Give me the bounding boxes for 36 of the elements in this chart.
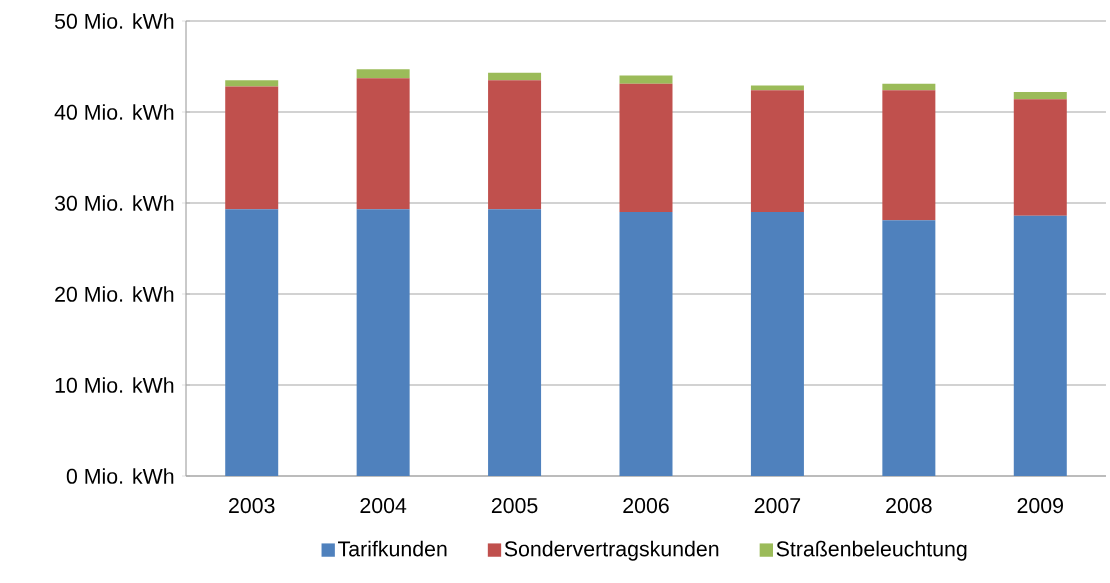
x-tick-label: 2007 xyxy=(754,498,801,514)
bar xyxy=(225,86,279,210)
legend-label: Straßenbeleuchtung xyxy=(776,540,967,561)
y-tick-label: 20 Mio. kWh xyxy=(55,286,174,302)
y-tick-label: 0 Mio. kWh xyxy=(66,468,174,484)
bar xyxy=(882,220,936,476)
bar xyxy=(882,90,936,221)
bar xyxy=(1013,99,1067,216)
bar xyxy=(750,212,804,476)
bar xyxy=(1013,91,1067,100)
bar xyxy=(619,212,673,476)
x-tick-label: 2004 xyxy=(360,498,407,514)
x-tick-label: 2008 xyxy=(886,498,932,514)
bar xyxy=(356,69,410,79)
bar xyxy=(488,80,542,210)
x-tick-label: 2009 xyxy=(1017,498,1063,514)
bar xyxy=(356,78,410,210)
bar xyxy=(882,83,936,91)
y-tick-label: 50 Mio. kWh xyxy=(54,13,174,29)
bar xyxy=(225,80,279,87)
bar xyxy=(750,90,804,213)
bar xyxy=(488,72,542,81)
bar xyxy=(1013,215,1067,476)
legend-label: Sondervertragskunden xyxy=(504,540,719,561)
y-tick-label: 40 Mio. kWh xyxy=(54,104,174,120)
x-tick-label: 2003 xyxy=(229,498,275,514)
bar xyxy=(225,209,279,476)
bar xyxy=(356,209,410,476)
x-tick-label: 2005 xyxy=(491,498,538,514)
bar xyxy=(619,83,673,213)
legend-label: Tarifkunden xyxy=(338,540,447,557)
y-tick-label: 30 Mio. kWh xyxy=(54,195,174,211)
bar xyxy=(619,75,673,84)
y-tick-label: 10 Mio. kWh xyxy=(55,377,174,393)
bar xyxy=(488,209,542,476)
x-tick-label: 2006 xyxy=(623,498,669,514)
